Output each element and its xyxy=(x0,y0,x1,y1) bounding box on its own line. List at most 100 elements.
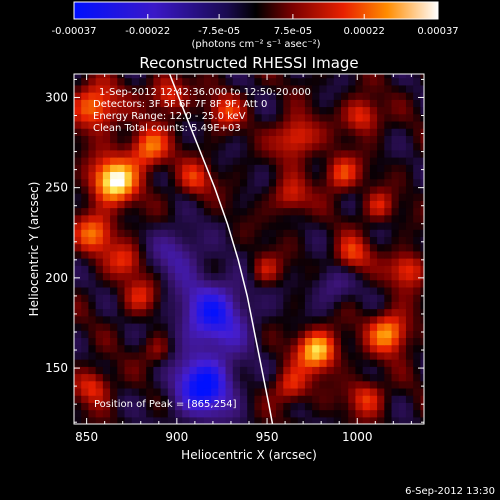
heatmap-cell xyxy=(167,229,176,237)
heatmap-cell xyxy=(268,250,277,259)
heatmap-cell xyxy=(211,344,219,353)
heatmap-cell xyxy=(153,135,162,144)
heatmap-cell xyxy=(81,92,90,100)
heatmap-cell xyxy=(276,236,284,245)
heatmap-cell xyxy=(384,185,393,194)
heatmap-cell xyxy=(131,380,140,389)
heatmap-cell xyxy=(312,337,320,346)
heatmap-cell xyxy=(124,221,133,230)
heatmap-cell xyxy=(362,135,371,144)
heatmap-cell xyxy=(297,178,306,187)
heatmap-cell xyxy=(131,279,140,288)
heatmap-cell xyxy=(81,178,90,187)
heatmap-cell xyxy=(384,344,393,353)
heatmap-cell xyxy=(304,77,313,86)
heatmap-cell xyxy=(218,214,227,223)
heatmap-cell xyxy=(254,258,263,266)
heatmap-cell xyxy=(355,207,364,216)
heatmap-cell xyxy=(369,135,378,144)
heatmap-cell xyxy=(175,380,183,389)
heatmap-cell xyxy=(160,366,169,375)
heatmap-cell xyxy=(102,272,111,281)
heatmap-cell xyxy=(102,380,111,389)
heatmap-cell xyxy=(348,113,357,122)
heatmap-cell xyxy=(247,344,256,353)
heatmap-cell xyxy=(377,135,385,144)
heatmap-cell xyxy=(138,330,147,339)
heatmap-cell xyxy=(384,380,393,389)
heatmap-cell xyxy=(146,221,154,230)
heatmap-cell xyxy=(398,236,407,245)
heatmap-cell xyxy=(131,344,140,353)
heatmap-cell xyxy=(124,84,133,93)
heatmap-cell xyxy=(124,416,133,424)
heatmap-cell xyxy=(81,402,90,411)
heatmap-cell xyxy=(189,286,198,295)
heatmap-cell xyxy=(160,214,169,223)
heatmap-cell xyxy=(117,250,126,259)
heatmap-cell xyxy=(261,200,270,209)
heatmap-cell xyxy=(203,99,212,108)
heatmap-cell xyxy=(167,409,176,418)
heatmap-cell xyxy=(153,250,162,259)
heatmap-cell xyxy=(225,221,234,230)
heatmap-cell xyxy=(153,337,162,346)
heatmap-cell xyxy=(276,308,284,317)
heatmap-cell xyxy=(355,380,364,389)
heatmap-cell xyxy=(146,156,154,165)
heatmap-cell xyxy=(218,142,227,151)
heatmap-cell xyxy=(203,387,212,396)
heatmap-cell xyxy=(167,221,176,230)
heatmap-cell xyxy=(182,308,191,317)
heatmap-cell xyxy=(189,92,198,100)
heatmap-cell xyxy=(254,74,263,79)
heatmap-cell xyxy=(254,193,263,201)
heatmap-cell xyxy=(247,229,256,237)
heatmap-cell xyxy=(247,294,256,302)
heatmap-cell xyxy=(290,395,299,403)
heatmap-cell xyxy=(405,221,414,230)
heatmap-cell xyxy=(138,171,147,180)
heatmap-cell xyxy=(355,164,364,173)
heatmap-cell xyxy=(167,294,176,302)
heatmap-cell xyxy=(312,113,320,122)
heatmap-cell xyxy=(117,221,126,230)
heatmap-cell xyxy=(326,207,335,216)
heatmap-cell xyxy=(348,395,357,403)
heatmap-cell xyxy=(369,308,378,317)
heatmap-cell xyxy=(146,178,154,187)
heatmap-cell xyxy=(312,74,320,79)
heatmap-cell xyxy=(268,120,277,129)
heatmap-cell xyxy=(355,387,364,396)
heatmap-cell xyxy=(88,171,97,180)
heatmap-cell xyxy=(398,171,407,180)
heatmap-cell xyxy=(254,135,263,144)
heatmap-cell xyxy=(261,92,270,100)
heatmap-cell xyxy=(138,185,147,194)
heatmap-cell xyxy=(304,221,313,230)
heatmap-cell xyxy=(276,294,284,302)
heatmap-cell xyxy=(81,84,90,93)
heatmap-cell xyxy=(218,149,227,158)
heatmap-cell xyxy=(203,395,212,403)
heatmap-cell xyxy=(261,308,270,317)
heatmap-cell xyxy=(95,243,104,252)
heatmap-cell xyxy=(153,409,162,418)
heatmap-cell xyxy=(225,344,234,353)
heatmap-cell xyxy=(146,351,154,360)
heatmap-cell xyxy=(239,301,248,310)
heatmap-cell xyxy=(203,113,212,122)
heatmap-cell xyxy=(333,359,342,367)
heatmap-cell xyxy=(276,351,284,360)
heatmap-cell xyxy=(369,229,378,237)
heatmap-cell xyxy=(268,366,277,375)
heatmap-cell xyxy=(218,380,227,389)
heatmap-cell xyxy=(153,106,162,115)
heatmap-cell xyxy=(138,207,147,216)
heatmap-cell xyxy=(239,149,248,158)
heatmap-cell xyxy=(290,344,299,353)
heatmap-cell xyxy=(196,409,205,418)
heatmap-cell xyxy=(413,380,421,389)
heatmap-cell xyxy=(377,149,385,158)
heatmap-cell xyxy=(117,113,126,122)
